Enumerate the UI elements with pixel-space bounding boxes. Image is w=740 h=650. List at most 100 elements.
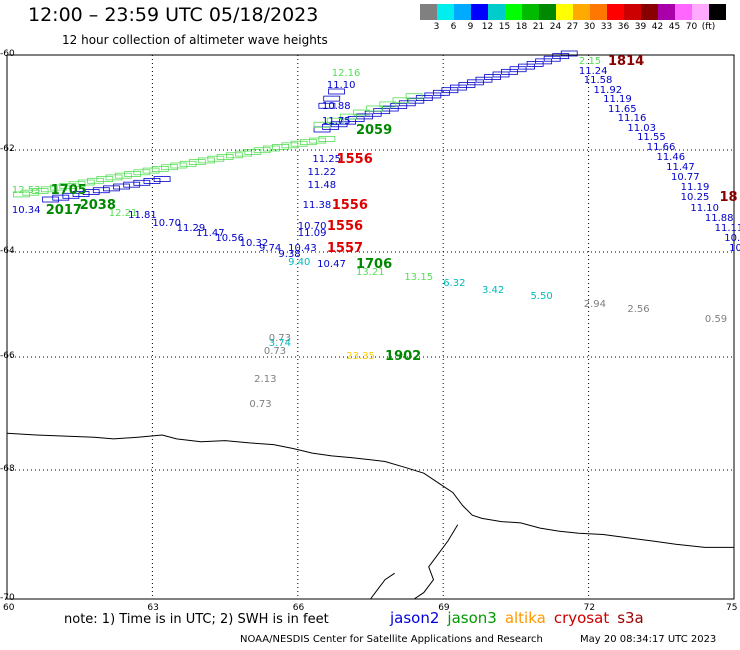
color-swatch — [709, 4, 726, 20]
color-swatch — [573, 4, 590, 20]
track-mark — [353, 109, 370, 116]
track-mark — [105, 174, 123, 181]
track-mark — [92, 187, 110, 194]
track-mark — [244, 148, 262, 155]
wave-height-label: 11.88 — [704, 212, 734, 224]
time-label: 1556 — [336, 152, 373, 168]
color-swatch — [675, 4, 692, 20]
wave-height-label: 10.70 — [297, 220, 327, 232]
track-mark — [560, 50, 578, 57]
track-mark — [339, 113, 357, 120]
wave-height-label: 10.70 — [152, 217, 182, 229]
track-mark — [225, 152, 243, 159]
wave-height-label: 11.09 — [297, 228, 327, 240]
color-swatch — [505, 4, 522, 20]
track-mark — [379, 101, 397, 108]
coastline-segment — [370, 572, 395, 600]
track-mark — [328, 88, 345, 95]
track-mark — [262, 145, 280, 152]
color-swatch — [556, 4, 573, 20]
timestamp: May 20 08:34:17 UTC 2023 — [580, 634, 717, 645]
wave-height-label: 0.73 — [249, 399, 272, 411]
latitude-label: -64 — [0, 246, 15, 256]
track-mark — [253, 147, 271, 154]
track-mark — [318, 102, 336, 109]
page-subtitle: 12 hour collection of altimeter wave hei… — [62, 33, 328, 47]
track-mark — [62, 192, 80, 199]
track-mark — [113, 183, 130, 190]
legend-entry-s3a: s3a — [617, 609, 644, 627]
wave-height-label: 11.16 — [617, 113, 647, 125]
wave-height-label: 11.29 — [176, 223, 206, 235]
wave-height-label: 10.56 — [215, 233, 245, 245]
track-mark — [235, 150, 253, 157]
time-label: 2017 — [45, 203, 82, 219]
latitude-label: -62 — [0, 144, 15, 154]
wave-height-label: 9.74 — [259, 243, 282, 255]
wave-height-label: 11.24 — [578, 65, 608, 77]
track-mark — [72, 191, 90, 197]
color-scale-label: 15 — [498, 22, 511, 32]
time-label: 2038 — [79, 198, 116, 214]
color-swatch — [454, 4, 471, 20]
track-mark — [114, 172, 132, 179]
wave-height-label: 11.66 — [646, 141, 676, 153]
color-swatch — [437, 4, 454, 20]
color-swatch — [488, 4, 505, 20]
wave-height-label: 11.58 — [583, 75, 613, 87]
coastline-segment — [413, 524, 459, 600]
latitude-label: -68 — [0, 464, 15, 474]
color-swatch — [471, 4, 488, 20]
track-mark — [123, 181, 141, 188]
color-swatch — [692, 4, 709, 20]
track-mark — [366, 105, 384, 112]
color-swatch — [641, 4, 658, 20]
legend-entry-jason3: jason3 — [447, 609, 497, 627]
track-mark — [309, 137, 327, 144]
color-scale-label: 24 — [549, 22, 562, 32]
coastline-segment — [6, 432, 734, 548]
wave-height-label: 2.13 — [254, 373, 277, 385]
wave-height-label: 10.77 — [670, 172, 700, 184]
wave-height-label: 9.38 — [278, 248, 301, 260]
color-scale-label: 39 — [634, 22, 647, 32]
color-scale-label: 36 — [617, 22, 630, 32]
wave-height-label: 11.38 — [302, 200, 332, 212]
time-label: 1706 — [355, 257, 393, 273]
color-scale-label: 9 — [467, 22, 474, 32]
wave-height-label: 11.11 — [714, 223, 740, 235]
wave-height-label: 10.5 — [724, 233, 740, 245]
satellite-tracks — [13, 50, 578, 203]
color-scale-label: 3 — [433, 22, 440, 32]
track-mark — [326, 117, 344, 124]
wave-height-label: 11.92 — [593, 84, 623, 96]
track-mark — [87, 177, 104, 184]
wave-height-label: 11.19 — [603, 94, 632, 106]
legend-entry-jason2: jason2 — [390, 609, 440, 627]
color-scale-label: 27 — [566, 22, 579, 32]
map-frame — [6, 54, 735, 600]
color-swatch — [658, 4, 675, 20]
wave-height-label: 0.73 — [263, 345, 287, 357]
track-mark — [82, 189, 100, 195]
longitude-label: 75 — [726, 603, 738, 613]
color-scale-label: 18 — [515, 22, 528, 32]
wave-height-label: 11.65 — [607, 103, 637, 115]
color-scale-label: 33 — [600, 22, 613, 32]
track-mark — [161, 164, 178, 171]
color-scale-label: 42 — [651, 22, 664, 32]
track-mark — [124, 171, 141, 177]
track-mark — [299, 139, 317, 146]
longitude-label: 69 — [438, 603, 450, 613]
wave-height-label: 0.59 — [704, 314, 728, 326]
color-scale-label: 70 — [685, 22, 698, 32]
color-scale-label: 6 — [450, 22, 457, 32]
wave-height-label: 10.32 — [239, 238, 269, 250]
longitude-label: 60 — [3, 603, 15, 613]
track-mark — [59, 182, 77, 189]
track-mark — [42, 196, 60, 203]
wave-height-label: 11.81 — [128, 210, 157, 222]
color-scale-label: 21 — [532, 22, 545, 32]
track-mark — [179, 160, 197, 167]
track-mark — [133, 169, 151, 176]
